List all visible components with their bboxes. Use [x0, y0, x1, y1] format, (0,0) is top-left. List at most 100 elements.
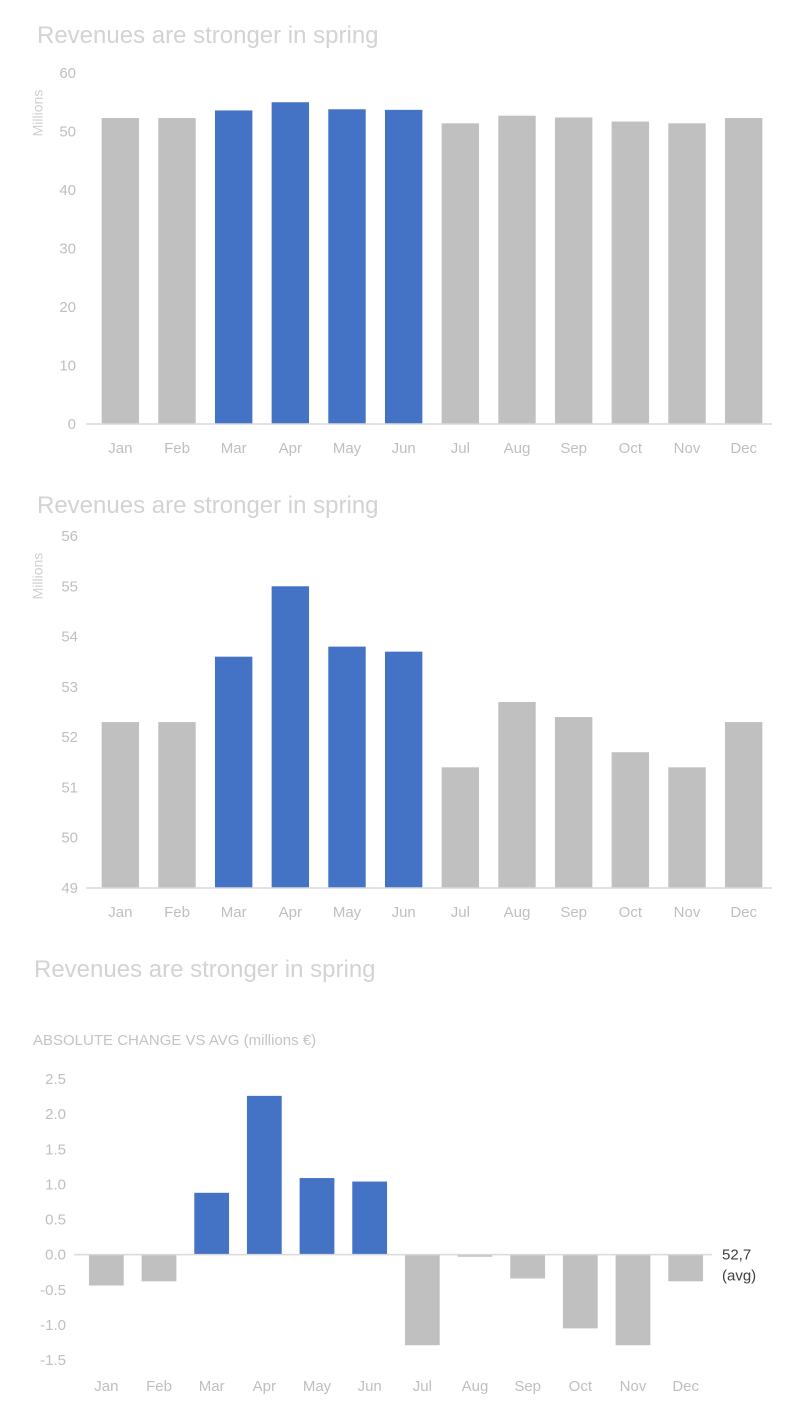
y-tick-label: 40	[59, 182, 76, 199]
bar-feb	[158, 118, 196, 425]
y-tick-label: 0.0	[45, 1247, 66, 1264]
x-tick-label: Feb	[164, 440, 190, 457]
bar-nov	[668, 767, 706, 888]
avg-value-label: 52,7	[722, 1247, 751, 1264]
bar-may	[328, 109, 366, 425]
bar-dec	[724, 722, 763, 888]
y-tick-label: 51	[61, 779, 78, 796]
chart-title: Revenues are stronger in spring	[37, 492, 379, 519]
x-tick-label: Aug	[504, 904, 531, 921]
y-tick-label: -1.0	[40, 1317, 66, 1334]
bar-jun	[384, 651, 423, 888]
bar-apr	[246, 1095, 282, 1255]
y-tick-label: 0	[68, 416, 76, 433]
bar-oct	[611, 121, 650, 425]
bar-jan	[101, 722, 140, 888]
y-tick-label: -1.5	[40, 1352, 66, 1369]
x-tick-label: Dec	[672, 1378, 699, 1395]
bar-oct	[562, 1254, 598, 1329]
bar-dec	[724, 118, 763, 425]
x-tick-label: Sep	[560, 440, 587, 457]
bar-jul	[404, 1254, 440, 1346]
avg-caption-label: (avg)	[722, 1268, 756, 1285]
bar-jul	[441, 767, 480, 888]
bar-apr	[271, 586, 310, 888]
x-tick-label: May	[333, 440, 362, 457]
x-tick-label: Jul	[413, 1378, 432, 1395]
y-tick-label: -0.5	[40, 1282, 66, 1299]
x-tick-label: Nov	[674, 440, 701, 457]
chart-title: Revenues are stronger in spring	[37, 22, 379, 49]
chart-3-change-vs-average: Revenues are stronger in spring ABSOLUTE…	[0, 950, 798, 1412]
x-tick-label: Jun	[358, 1378, 382, 1395]
bar-jun	[384, 109, 423, 424]
bar-aug	[498, 701, 536, 888]
bar-aug	[498, 115, 536, 424]
y-tick-label: 52	[61, 729, 78, 746]
y-tick-label: 49	[61, 880, 78, 897]
chart-plot: Jan Feb Mar Apr May Jun Jul Aug Sep Oct Nov Dec 2.5 2…	[40, 1071, 756, 1395]
bar-feb	[141, 1254, 177, 1282]
bar-oct	[611, 752, 650, 888]
chart-plot: Jan Feb Mar Apr May Jun Jul Aug Sep Oct Nov Dec 49 50…	[61, 528, 772, 921]
chart-2-truncated-scale: Revenues are stronger in spring Millions…	[0, 470, 798, 950]
chart-plot: Jan Feb Mar Apr May Jun Jul Aug Sep Oct Nov Dec 0 10 2…	[59, 65, 772, 457]
bar-mar	[214, 656, 253, 888]
bar-nov	[668, 123, 706, 424]
x-tick-label: Jan	[94, 1378, 118, 1395]
x-tick-label: Apr	[279, 904, 302, 921]
bar-jul	[441, 123, 480, 424]
bar-may	[299, 1178, 335, 1255]
x-tick-label: Jul	[451, 904, 470, 921]
bar-aug	[457, 1254, 493, 1257]
chart-title: Revenues are stronger in spring	[34, 956, 376, 983]
x-tick-label: May	[333, 904, 362, 921]
x-tick-label: Apr	[253, 1378, 276, 1395]
x-tick-label: Aug	[504, 440, 531, 457]
bar-dec	[668, 1254, 704, 1282]
y-tick-label: 55	[61, 578, 78, 595]
y-tick-label: 50	[61, 830, 78, 847]
x-tick-label: Nov	[620, 1378, 647, 1395]
chart-1-absolute-scale: Revenues are stronger in spring Millions…	[0, 0, 798, 470]
x-tick-label: Jun	[392, 440, 416, 457]
x-tick-label: Aug	[462, 1378, 489, 1395]
x-tick-label: Jun	[392, 904, 416, 921]
bar-apr	[271, 102, 310, 424]
y-tick-label: 2.5	[45, 1071, 66, 1088]
x-tick-label: Jan	[108, 440, 132, 457]
bar-sep	[554, 117, 593, 425]
y-tick-label: 0.5	[45, 1212, 66, 1229]
bar-jan	[88, 1254, 124, 1286]
bar-sep	[510, 1254, 546, 1279]
y-tick-label: 56	[61, 528, 78, 545]
y-tick-label: 30	[59, 241, 76, 258]
y-tick-label: 1.5	[45, 1141, 66, 1158]
x-tick-label: Oct	[569, 1378, 593, 1395]
x-tick-label: Sep	[560, 904, 587, 921]
x-tick-label: Sep	[514, 1378, 541, 1395]
x-tick-label: Nov	[674, 904, 701, 921]
bar-may	[328, 646, 366, 888]
chart-subtitle: ABSOLUTE CHANGE VS AVG (millions €)	[33, 1032, 317, 1049]
x-tick-label: Dec	[730, 440, 757, 457]
x-tick-label: Feb	[146, 1378, 172, 1395]
x-tick-label: Jul	[451, 440, 470, 457]
x-tick-label: Feb	[164, 904, 190, 921]
bar-jun	[352, 1181, 388, 1255]
y-tick-label: 53	[61, 679, 78, 696]
y-tick-label: 60	[59, 65, 76, 82]
bar-mar	[194, 1192, 230, 1255]
x-tick-label: Mar	[221, 904, 247, 921]
y-tick-label: 50	[59, 124, 76, 141]
x-tick-label: Mar	[199, 1378, 225, 1395]
x-tick-label: May	[303, 1378, 332, 1395]
bar-jan	[101, 118, 140, 425]
bar-mar	[214, 110, 253, 424]
x-tick-label: Jan	[108, 904, 132, 921]
bar-feb	[158, 722, 196, 888]
x-tick-label: Mar	[221, 440, 247, 457]
x-tick-label: Oct	[619, 904, 643, 921]
y-tick-label: 1.0	[45, 1176, 66, 1193]
x-tick-label: Apr	[279, 440, 302, 457]
